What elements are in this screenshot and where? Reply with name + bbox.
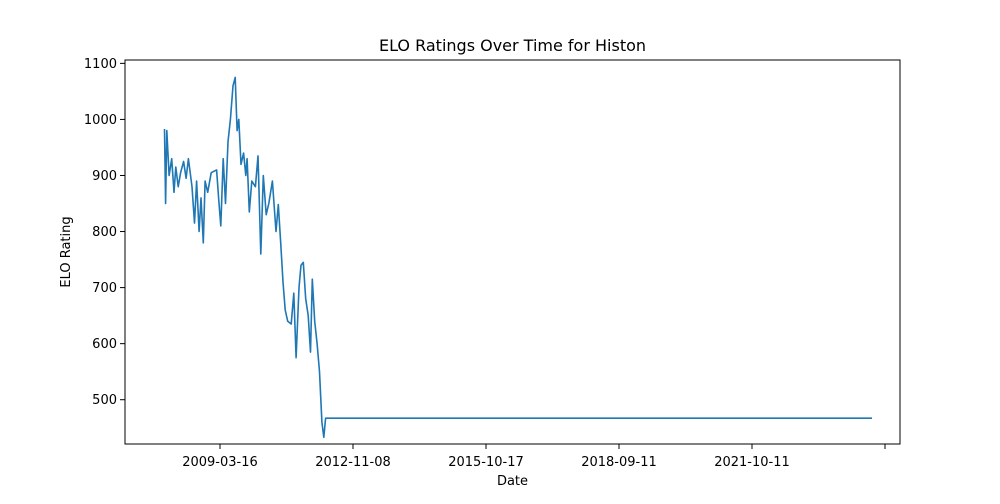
series-line-0 xyxy=(163,76,872,439)
plot-area xyxy=(163,76,872,439)
y-tick-label: 600 xyxy=(92,337,117,352)
x-axis-label: Date xyxy=(497,474,528,489)
x-tick-label: 2012-11-08 xyxy=(315,455,391,470)
x-tick-label: 2009-03-16 xyxy=(182,455,258,470)
x-tick-label: 2018-09-11 xyxy=(581,455,657,470)
y-tick-label: 500 xyxy=(92,393,117,408)
x-axis: 2009-03-16 2012-11-08 2015-10-17 2018-09-11… xyxy=(182,444,886,470)
y-tick-label: 800 xyxy=(92,225,117,240)
x-tick-label: 2015-10-17 xyxy=(448,455,524,470)
y-tick-label: 1100 xyxy=(84,57,117,72)
chart-title: ELO Ratings Over Time for Histon xyxy=(379,36,646,55)
plot-frame xyxy=(124,59,901,445)
y-tick-label: 700 xyxy=(92,281,117,296)
y-tick-label: 900 xyxy=(92,169,117,184)
y-tick-label: 1000 xyxy=(84,113,117,128)
y-axis: 500 600 700 800 900 1000 1100 xyxy=(84,57,125,408)
x-tick-label: 2021-10-11 xyxy=(714,455,790,470)
y-axis-label: ELO Rating xyxy=(59,216,74,287)
